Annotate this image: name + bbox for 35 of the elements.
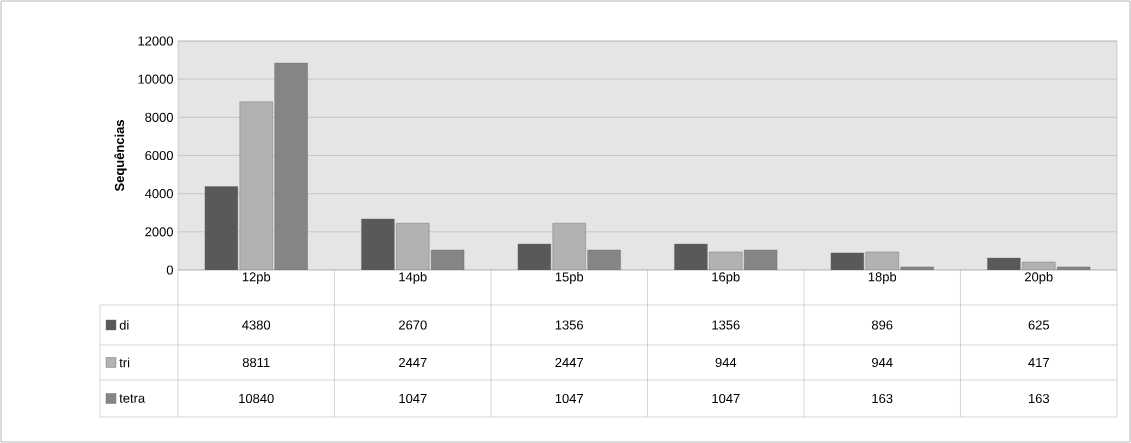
- x-tick-label: 14pb: [399, 271, 427, 285]
- data-label: 163: [872, 393, 893, 404]
- data-label: 944: [872, 357, 893, 368]
- x-tick-label: 16pb: [712, 271, 740, 285]
- data-label: 944: [715, 357, 737, 368]
- y-tick-label: 12000: [138, 36, 173, 46]
- x-tick-label: 15pb: [555, 271, 584, 285]
- data-label: 4380: [242, 320, 271, 330]
- y-tick-label: 10000: [138, 74, 173, 84]
- legend-label: tetra: [119, 394, 146, 403]
- data-label: 1356: [712, 320, 740, 330]
- y-tick-label: 0: [166, 265, 173, 275]
- data-label: 1047: [712, 393, 740, 404]
- x-tick-label: 18pb: [868, 271, 897, 285]
- y-axis-title: Sequências: [114, 120, 127, 192]
- data-label: 1356: [555, 320, 584, 330]
- data-label: 1047: [555, 393, 583, 404]
- data-label: 625: [1028, 320, 1050, 330]
- data-label: 10840: [239, 393, 274, 404]
- legend-label: tri: [119, 357, 130, 368]
- x-tick-label: 20pb: [1025, 271, 1053, 285]
- data-label: 2670: [399, 320, 427, 330]
- data-label: 1047: [399, 393, 427, 404]
- y-tick-label: 8000: [145, 112, 173, 122]
- y-tick-label: 4000: [144, 189, 173, 199]
- y-tick-label: 6000: [145, 150, 173, 161]
- data-label: 8811: [242, 357, 270, 368]
- y-tick-label: 2000: [145, 227, 173, 237]
- x-tick-label: 12pb: [242, 271, 271, 285]
- data-label: 896: [871, 320, 893, 330]
- data-label: 417: [1028, 358, 1049, 367]
- legend-label: di: [119, 320, 129, 330]
- data-label: 2447: [399, 357, 427, 368]
- data-label: 163: [1028, 393, 1050, 404]
- data-label: 2447: [555, 357, 583, 368]
